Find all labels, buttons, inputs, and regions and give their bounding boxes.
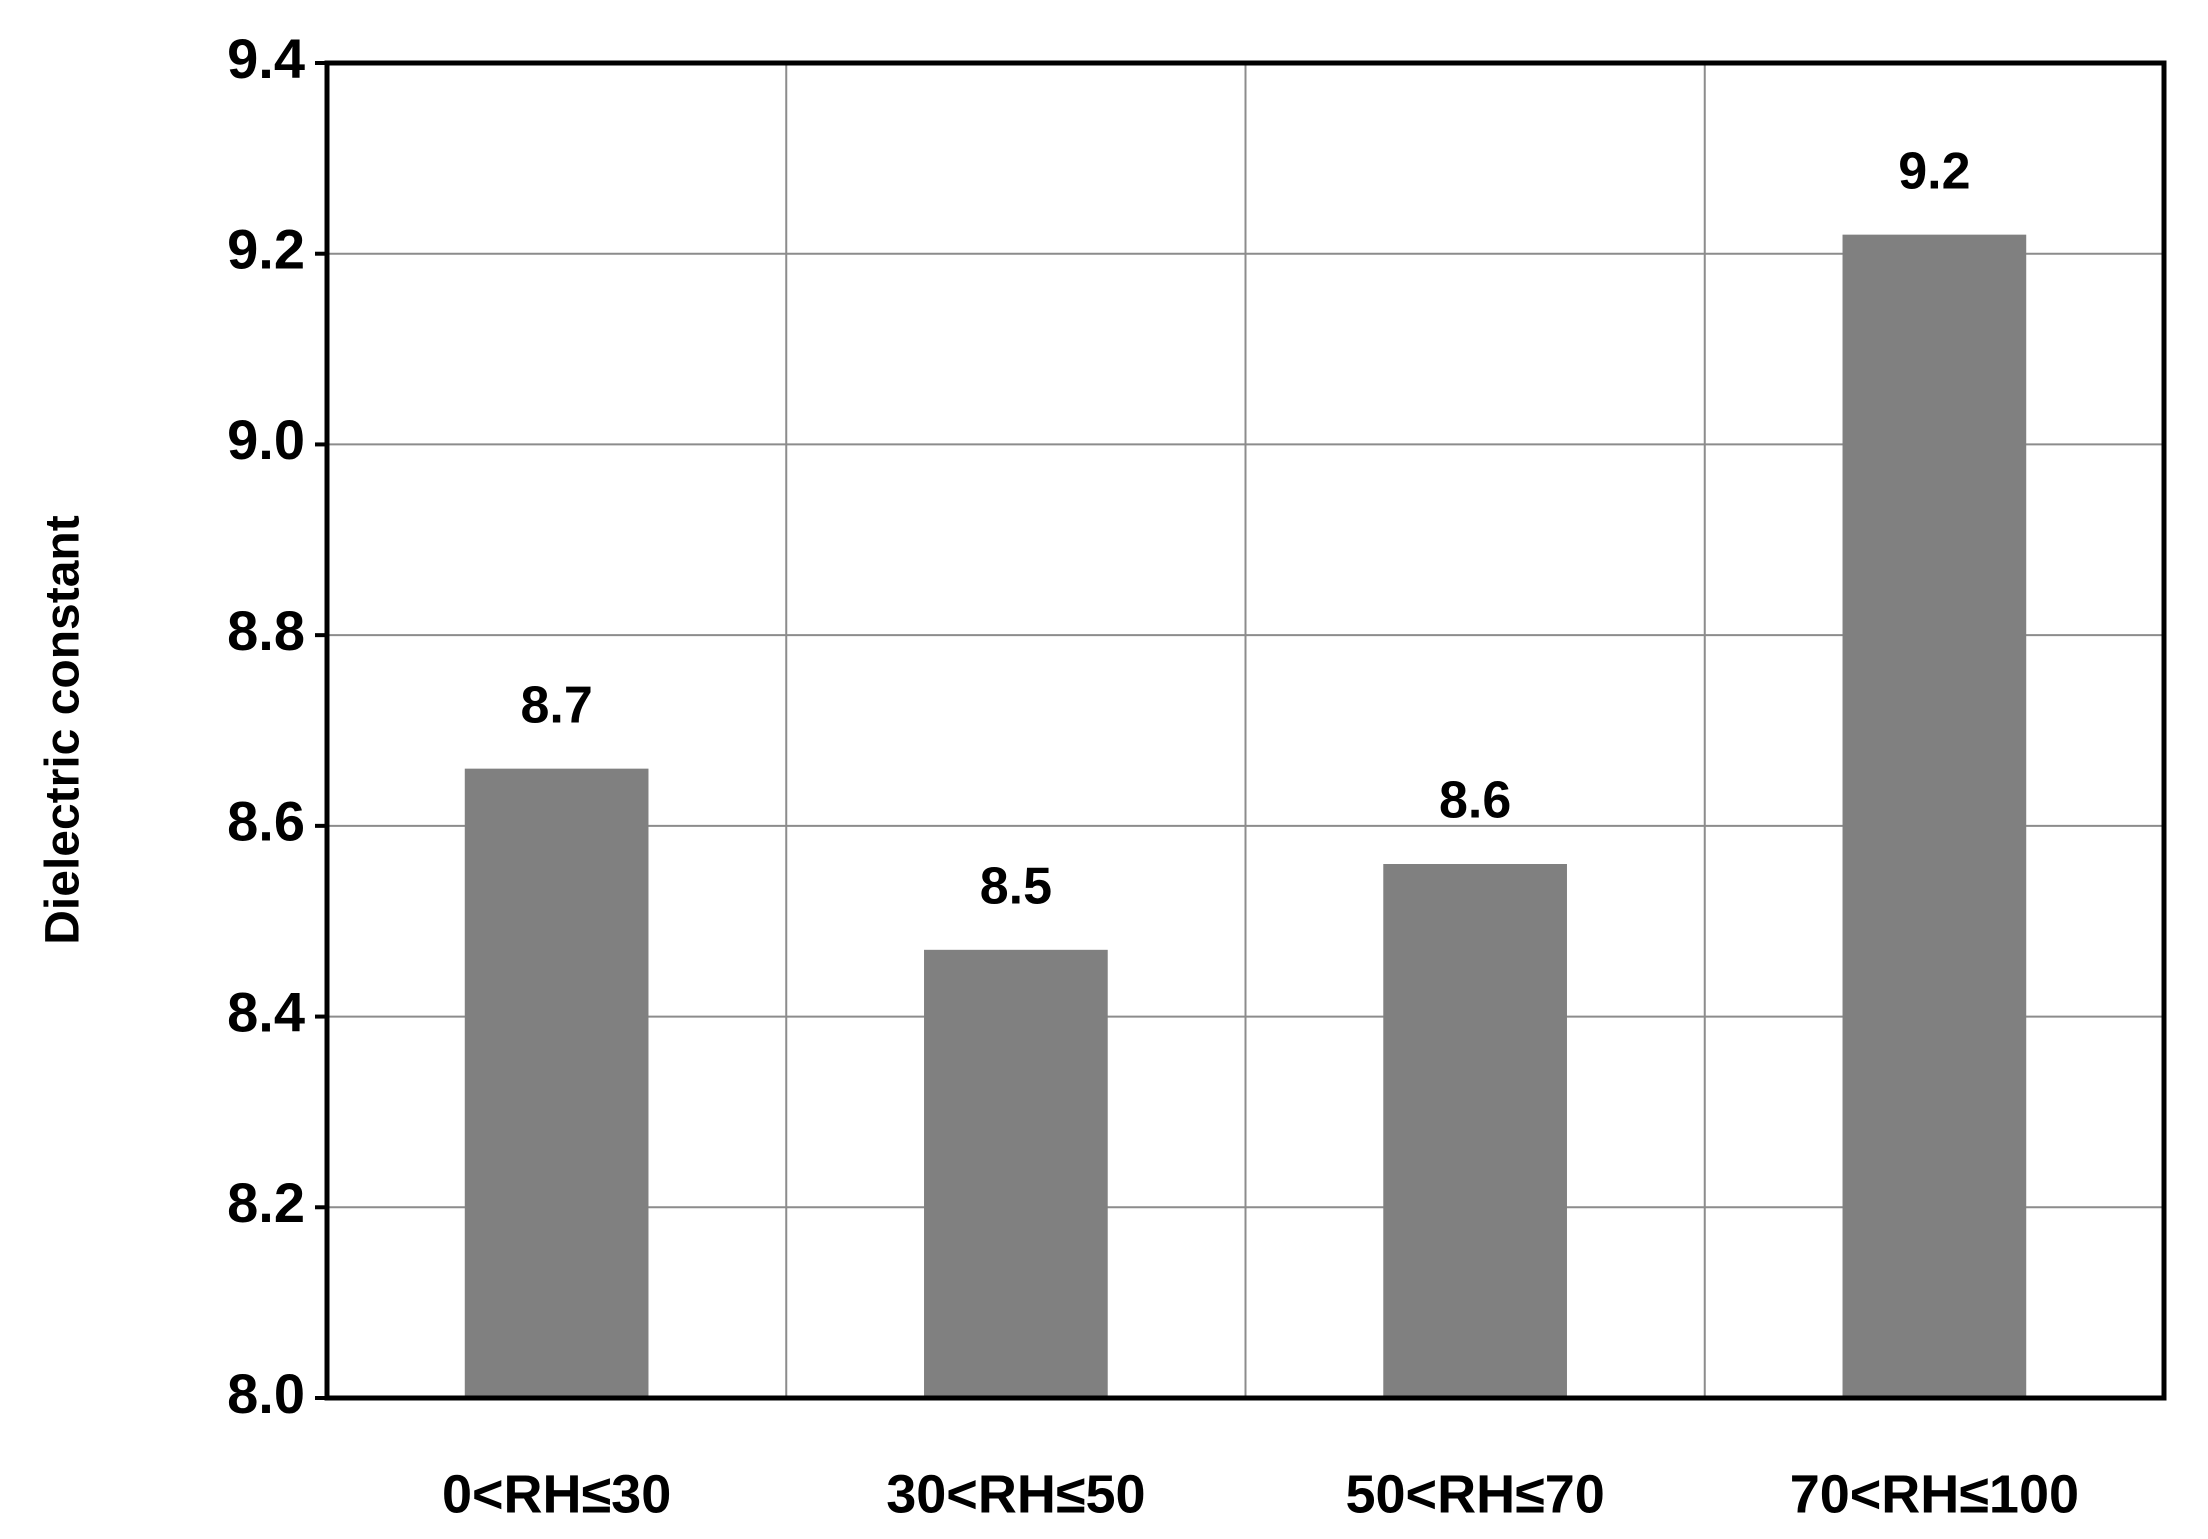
y-tick-label: 8.2 [227, 1171, 305, 1234]
value-label: 8.5 [980, 858, 1052, 916]
value-label: 8.6 [1439, 772, 1511, 830]
bar [924, 949, 1108, 1398]
y-tick-label: 8.8 [227, 599, 305, 662]
x-tick-label: 30<RH≤50 [886, 1464, 1145, 1524]
y-tick-label: 9.2 [227, 218, 305, 281]
y-tick-label: 9.4 [227, 27, 305, 90]
value-label: 8.7 [520, 676, 592, 734]
y-tick-label: 9.0 [227, 408, 305, 471]
bar [1383, 864, 1567, 1398]
y-axis-title: Dielectric constant [37, 515, 90, 944]
x-tick-label: 70<RH≤100 [1790, 1464, 2079, 1524]
y-tick-label: 8.6 [227, 790, 305, 853]
y-tick-label: 8.0 [227, 1362, 305, 1425]
plot-frame [324, 60, 2167, 1401]
value-label: 9.2 [1898, 142, 1970, 200]
x-tick-label: 50<RH≤70 [1345, 1464, 1604, 1524]
y-tick-label: 8.4 [227, 980, 305, 1043]
x-tick-label: 0<RH≤30 [442, 1464, 671, 1524]
bar [1842, 234, 2027, 1399]
bar [464, 768, 649, 1398]
